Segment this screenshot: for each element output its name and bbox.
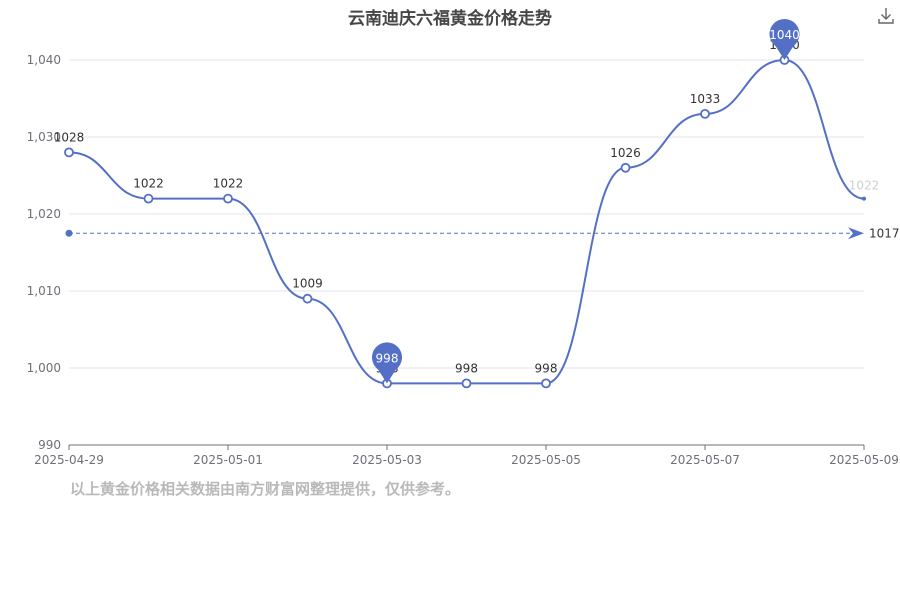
y-tick-label: 1,030 xyxy=(27,130,61,144)
data-label: 998 xyxy=(535,361,558,375)
average-line-start xyxy=(65,229,73,237)
data-label: 1022 xyxy=(213,177,244,191)
chart-title: 云南迪庆六福黄金价格走势 xyxy=(348,9,552,29)
y-tick-label: 1,000 xyxy=(27,361,61,375)
x-tick-label: 2025-05-01 xyxy=(193,453,263,467)
download-icon[interactable] xyxy=(876,6,896,26)
data-point xyxy=(541,378,551,389)
data-label: 1026 xyxy=(610,146,641,160)
data-label: 1033 xyxy=(690,92,721,106)
x-tick-label: 2025-05-05 xyxy=(511,453,581,467)
data-label: 1009 xyxy=(292,277,323,291)
data-label: 998 xyxy=(455,361,478,375)
footnote: 以上黄金价格相关数据由南方财富网整理提供，仅供参考。 xyxy=(70,480,461,498)
max-mark-pin-label: 1040 xyxy=(769,28,800,42)
y-tick-label: 1,040 xyxy=(27,53,61,67)
y-tick-label: 990 xyxy=(38,438,61,452)
data-point xyxy=(862,196,866,201)
data-point xyxy=(700,109,710,119)
x-tick-label: 2025-04-29 xyxy=(34,453,104,467)
series-line xyxy=(68,58,865,385)
y-tick-label: 1,010 xyxy=(27,284,61,298)
data-point xyxy=(64,147,74,158)
data-point xyxy=(461,378,472,389)
average-line-arrow xyxy=(848,227,864,240)
data-label: 1022 xyxy=(849,179,880,193)
min-mark-pin-label: 998 xyxy=(376,351,399,365)
data-point xyxy=(302,293,313,304)
x-tick-label: 2025-05-07 xyxy=(670,453,740,467)
max-mark-pin xyxy=(769,18,800,60)
data-label: 1028 xyxy=(54,130,85,144)
y-tick-label: 1,020 xyxy=(27,207,61,221)
x-tick-label: 2025-05-09 xyxy=(829,453,899,467)
min-mark-pin xyxy=(372,342,402,384)
average-line-label: 1017 xyxy=(869,226,900,240)
data-point xyxy=(620,162,631,173)
x-tick-label: 2025-05-03 xyxy=(352,453,422,467)
data-label: 1022 xyxy=(133,177,164,191)
data-point xyxy=(223,193,233,204)
data-point xyxy=(143,193,154,204)
